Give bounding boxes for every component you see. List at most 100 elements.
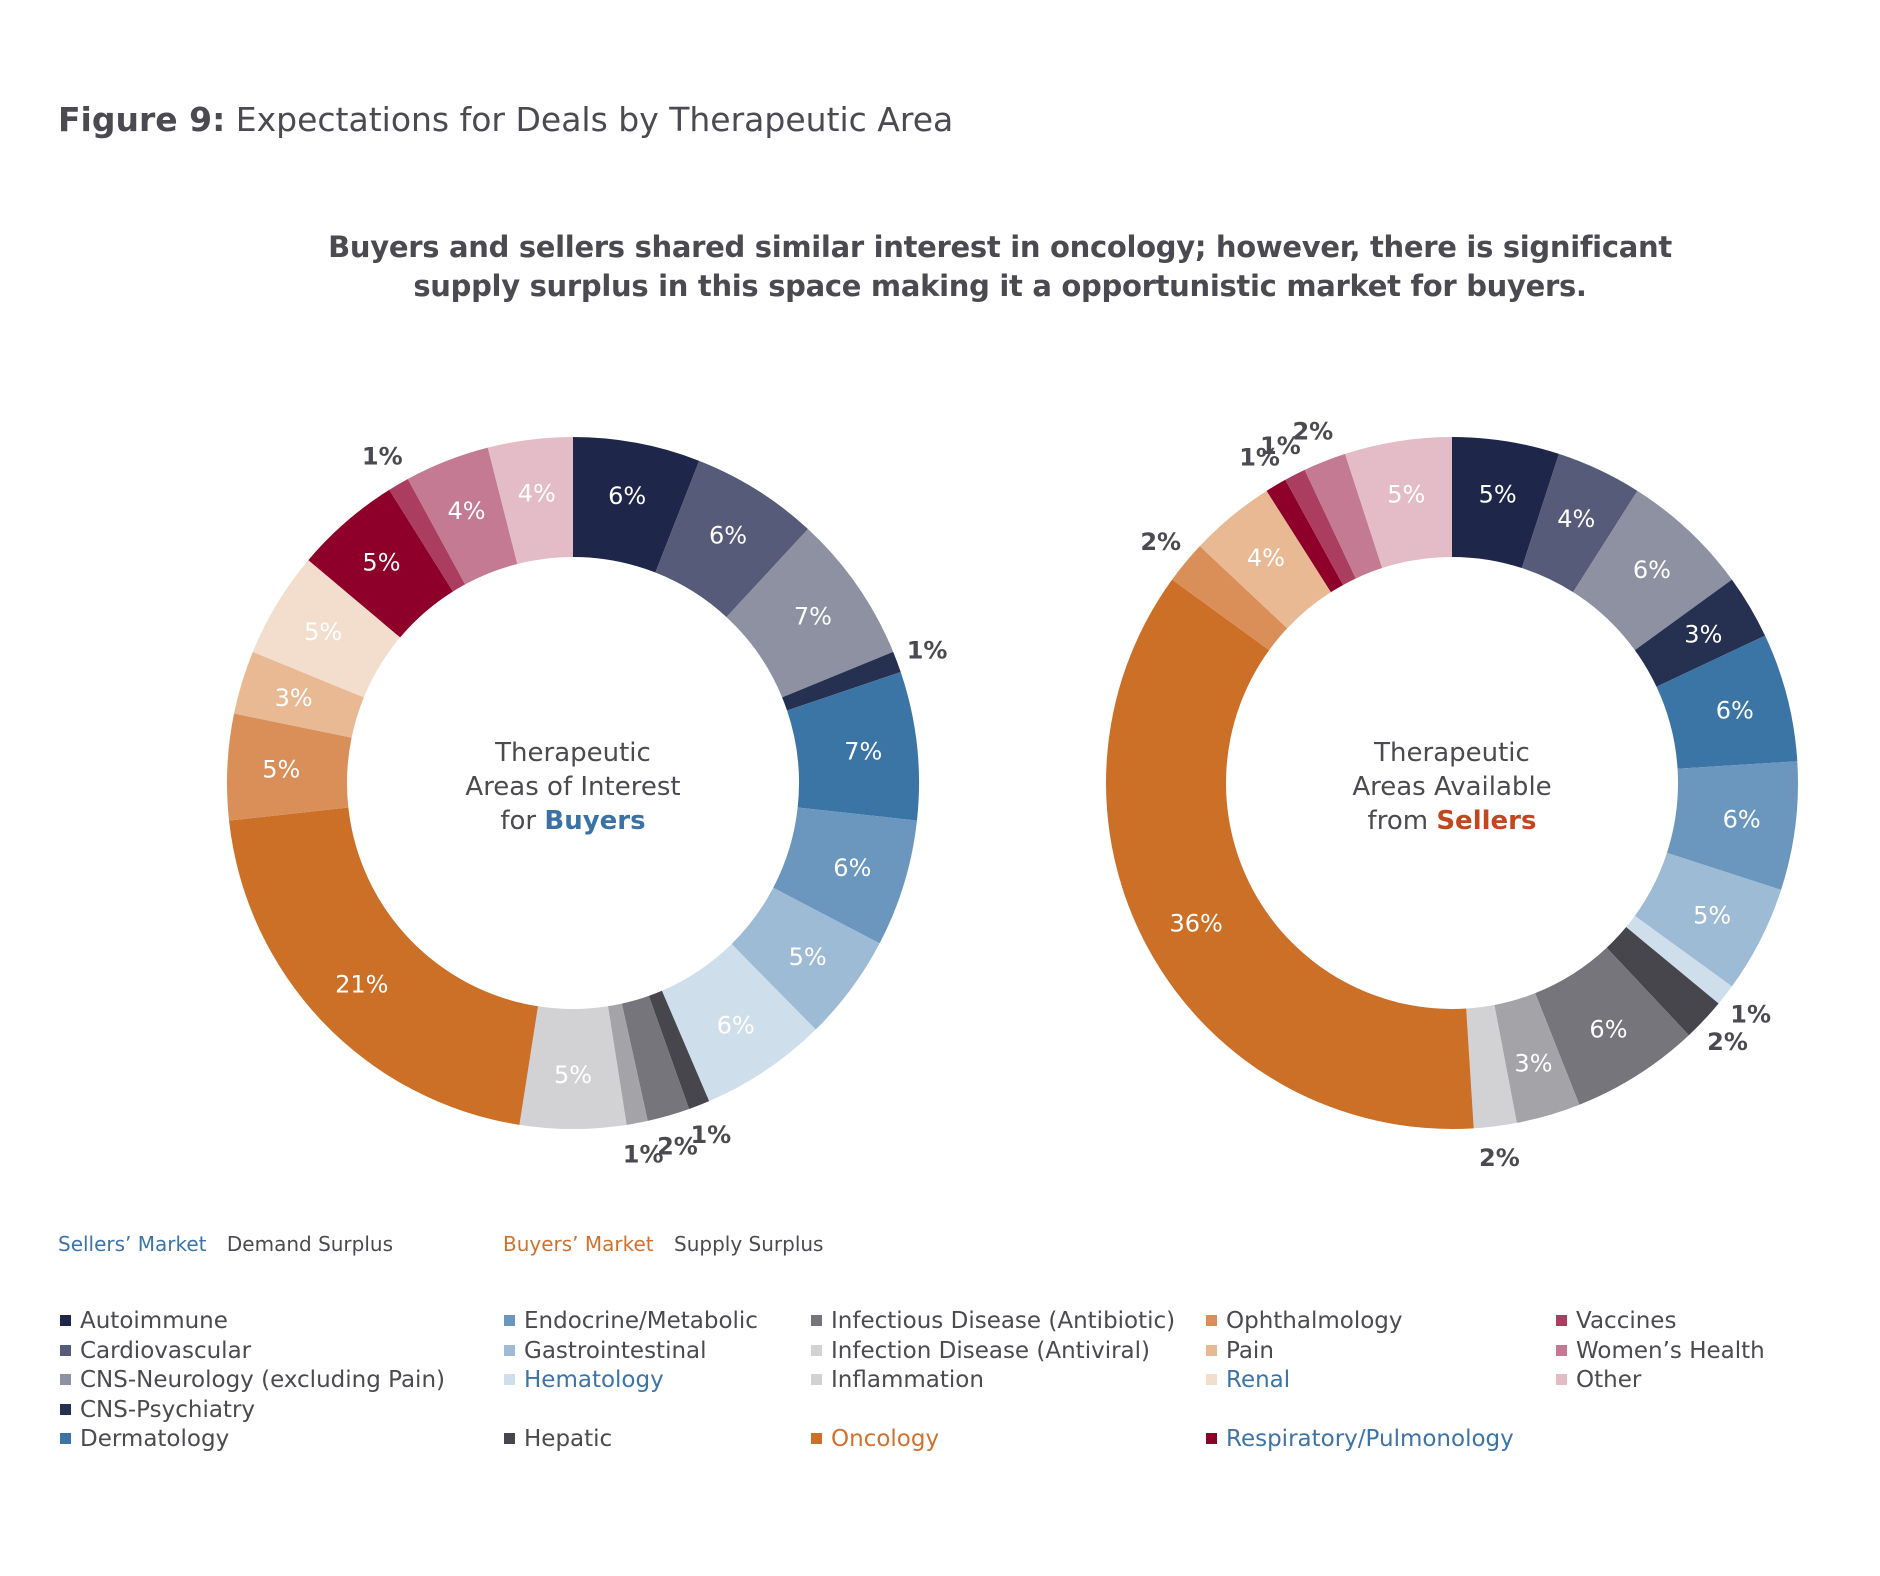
data-label-infection-disease-antiviral: 1% — [623, 1140, 664, 1168]
slice-cns-psychiatry — [782, 651, 901, 711]
slice-infection-disease-antiviral — [608, 1003, 648, 1125]
legend-label: Vaccines — [1576, 1308, 1677, 1334]
data-label-inflammation: 2% — [1479, 1144, 1520, 1172]
center-label-line: from Sellers — [1368, 806, 1537, 836]
data-label-hepatic: 1% — [690, 1121, 731, 1149]
data-label-hematology: 6% — [717, 1011, 755, 1039]
legend-label: Cardiovascular — [80, 1337, 252, 1364]
slice-inflammation — [1466, 1004, 1517, 1129]
legend-swatch — [60, 1344, 71, 1356]
slice-endocrine-metabolic — [773, 807, 917, 944]
legend-label: Gastrointestinal — [524, 1337, 707, 1364]
legend-swatch — [60, 1315, 71, 1326]
slice-pain — [1199, 490, 1331, 629]
buyers-market-label: Buyers’ Market — [503, 1232, 654, 1256]
slice-cns-neurology-excluding-pain — [726, 529, 894, 698]
data-label-vaccines: 1% — [1260, 432, 1301, 460]
legend-swatch — [504, 1315, 515, 1326]
data-label-oncology: 21% — [335, 971, 388, 999]
legend-label: Renal — [1226, 1367, 1291, 1393]
legend-label: Infection Disease (Antiviral) — [831, 1337, 1151, 1364]
slice-gastrointestinal — [1634, 852, 1782, 987]
data-label-cns-psychiatry: 1% — [907, 637, 948, 665]
slice-vaccines — [389, 478, 466, 592]
figure-title: Figure 9: Expectations for Deals by Ther… — [58, 100, 953, 139]
legend-label: CNS-Psychiatry — [80, 1396, 256, 1423]
legend-item-infectious-disease-antibiotic: Infectious Disease (Antibiotic) — [811, 1306, 1175, 1336]
slice-cardiovascular — [655, 460, 808, 618]
slice-hematology — [1626, 915, 1732, 1004]
data-label-renal: 5% — [304, 618, 342, 646]
legend-label: Pain — [1226, 1337, 1274, 1364]
legend-label: Inflammation — [831, 1367, 984, 1393]
data-label-autoimmune: 5% — [1479, 481, 1517, 509]
legend-swatch — [60, 1374, 71, 1385]
legend-item-cardiovascular: Cardiovascular — [60, 1336, 251, 1366]
legend-swatch — [1206, 1315, 1217, 1326]
legend-label: CNS-Neurology (excluding Pain) — [80, 1367, 445, 1393]
slice-other — [1345, 437, 1452, 569]
slice-infectious-disease-antibiotic — [621, 995, 690, 1121]
slice-cardiovascular — [1521, 453, 1638, 593]
slice-women-s-health — [1304, 453, 1383, 579]
data-label-infectious-disease-antibiotic: 6% — [1589, 1016, 1627, 1044]
slice-ophthalmology — [1172, 546, 1288, 651]
chart-legend: Autoimmune Cardiovascular CNS-Neurology (e… — [60, 1306, 1860, 1466]
slice-dermatology — [1656, 635, 1798, 769]
slice-cns-neurology-excluding-pain — [1573, 490, 1732, 651]
legend-label: Other — [1576, 1367, 1642, 1393]
data-label-infectious-disease-antibiotic: 2% — [657, 1132, 698, 1160]
legend-swatch — [60, 1403, 71, 1415]
legend-item-endocrine-metabolic: Endocrine/Metabolic — [504, 1306, 758, 1336]
legend-swatch — [811, 1433, 822, 1444]
legend-item-inflammation: Inflammation — [811, 1365, 984, 1395]
data-label-other: 5% — [1387, 481, 1425, 509]
figure-label: Figure 9: — [58, 100, 226, 139]
center-label-line: Areas of Interest — [465, 772, 680, 802]
slice-other — [487, 437, 573, 564]
slice-infection-disease-antiviral — [1494, 993, 1580, 1123]
center-label-emphasis: Sellers — [1436, 806, 1536, 836]
buyers-market-key: Buyers’ Market Supply Surplus — [503, 1232, 837, 1256]
subtitle-line: Buyers and sellers shared similar intere… — [328, 230, 1672, 264]
legend-swatch — [60, 1433, 71, 1444]
center-label-emphasis: Buyers — [544, 806, 645, 836]
legend-label: Hematology — [524, 1367, 664, 1393]
data-label-pain: 3% — [275, 684, 313, 712]
legend-swatch — [504, 1374, 515, 1385]
data-label-infection-disease-antiviral: 3% — [1514, 1049, 1552, 1077]
legend-label: Women’s Health — [1576, 1337, 1765, 1364]
data-label-respiratory-pulmonology: 1% — [1239, 444, 1280, 472]
slice-dermatology — [787, 671, 919, 821]
legend-label: Dermatology — [80, 1426, 230, 1452]
data-label-gastrointestinal: 5% — [1693, 902, 1731, 930]
data-label-ophthalmology: 5% — [262, 755, 300, 783]
slice-women-s-health — [407, 447, 518, 585]
data-label-cardiovascular: 4% — [1557, 505, 1595, 533]
slice-respiratory-pulmonology — [1266, 479, 1344, 593]
data-label-cns-neurology-excluding-pain: 6% — [1633, 556, 1671, 584]
legend-item-autoimmune: Autoimmune — [60, 1306, 228, 1336]
data-label-pain: 4% — [1247, 544, 1285, 572]
legend-label: Autoimmune — [80, 1308, 228, 1334]
data-label-cns-neurology-excluding-pain: 7% — [794, 603, 832, 631]
data-label-vaccines: 1% — [362, 443, 403, 471]
data-label-gastrointestinal: 5% — [789, 943, 827, 971]
data-label-respiratory-pulmonology: 5% — [362, 549, 400, 577]
slice-renal — [252, 560, 401, 698]
slice-respiratory-pulmonology — [308, 489, 453, 638]
subtitle-line: supply surplus in this space making it a… — [413, 269, 1587, 303]
sellers-market-key: Sellers’ Market Demand Surplus — [58, 1232, 407, 1256]
data-label-ophthalmology: 2% — [1140, 528, 1181, 556]
legend-item-oncology: Oncology — [811, 1424, 939, 1454]
legend-swatch — [811, 1344, 822, 1356]
slice-oncology — [1105, 579, 1474, 1130]
legend-swatch — [1206, 1344, 1217, 1356]
legend-item-hematology: Hematology — [504, 1365, 664, 1395]
slice-oncology — [229, 807, 538, 1125]
data-label-endocrine-metabolic: 6% — [833, 854, 871, 882]
legend-swatch — [1206, 1433, 1217, 1444]
slice-inflammation — [519, 1006, 627, 1129]
sellers-donut: 5%4%6%3%6%6%5%1%2%6%3%2%36%2%4%1%1%2%5%T… — [1105, 418, 1798, 1172]
legend-swatch — [811, 1315, 822, 1326]
